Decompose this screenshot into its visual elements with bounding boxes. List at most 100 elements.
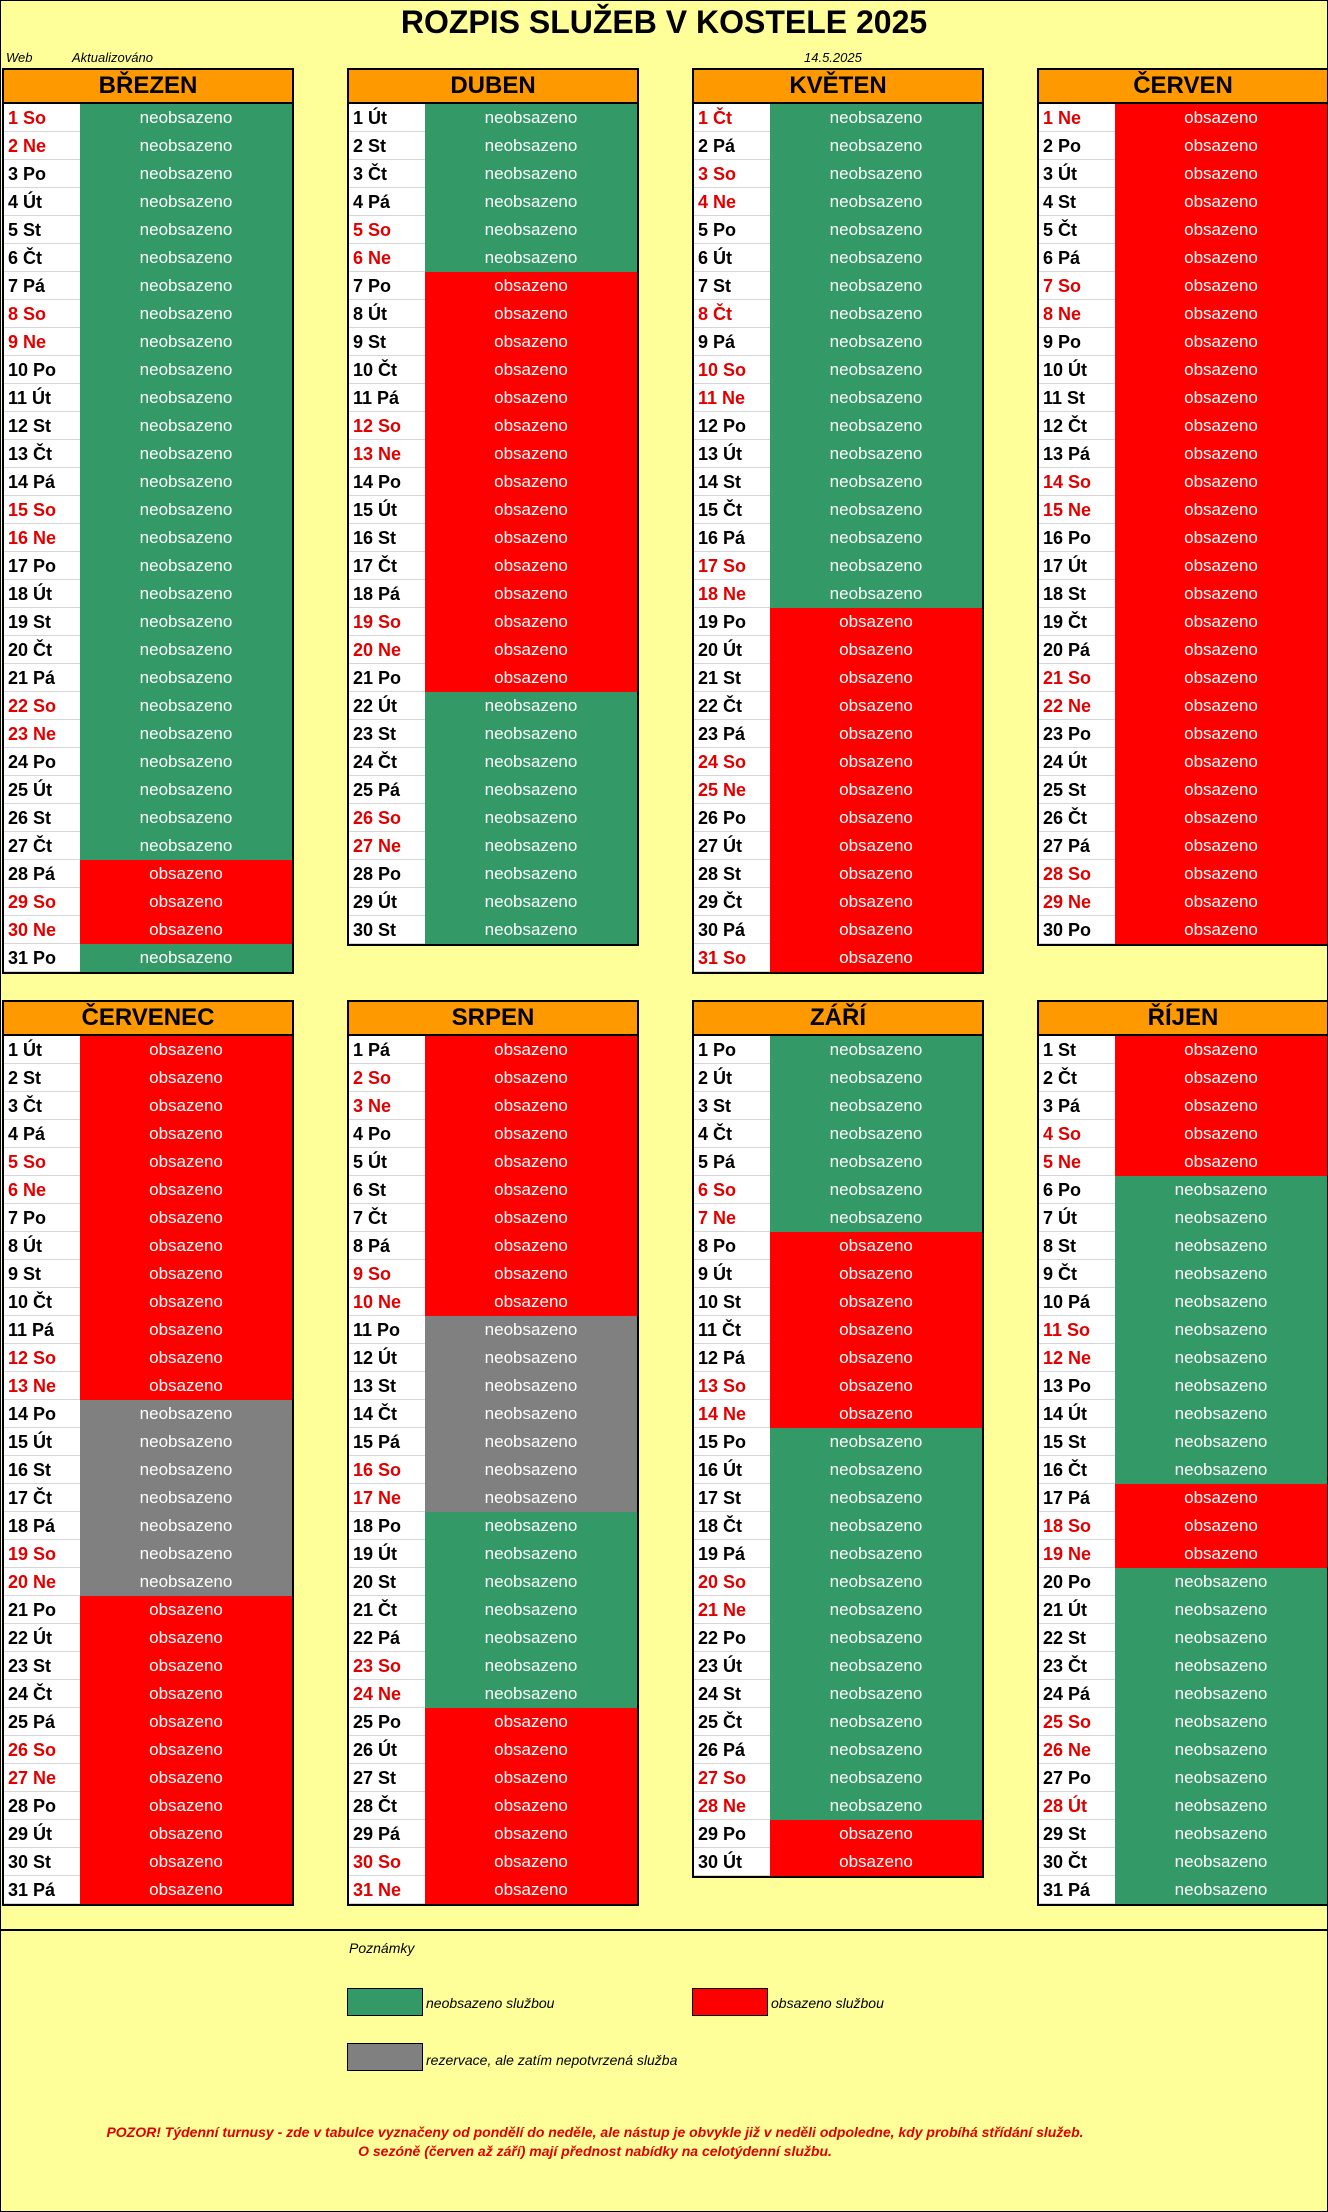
day-label: 17 St bbox=[694, 1484, 770, 1512]
day-label: 30 Pá bbox=[694, 916, 770, 944]
day-row: 24 Čt obsazeno bbox=[4, 1680, 292, 1708]
day-row: 20 Po neobsazeno bbox=[1039, 1568, 1327, 1596]
day-row: 27 Čt neobsazeno bbox=[4, 832, 292, 860]
day-row: 8 Pá obsazeno bbox=[349, 1232, 637, 1260]
status-cell: obsazeno bbox=[80, 1288, 292, 1316]
day-label: 4 Ne bbox=[694, 188, 770, 216]
day-label: 16 Ne bbox=[4, 524, 80, 552]
day-row: 6 Čt neobsazeno bbox=[4, 244, 292, 272]
day-label: 1 Út bbox=[4, 1036, 80, 1064]
day-label: 3 Po bbox=[4, 160, 80, 188]
day-label: 3 So bbox=[694, 160, 770, 188]
month-table: ZÁŘÍ 1 Po neobsazeno 2 Út neobsazeno 3 St neob… bbox=[692, 1000, 984, 1878]
day-label: 9 Pá bbox=[694, 328, 770, 356]
day-row: 10 So neobsazeno bbox=[694, 356, 982, 384]
day-row: 19 Pá neobsazeno bbox=[694, 1540, 982, 1568]
day-label: 17 Ne bbox=[349, 1484, 425, 1512]
day-row: 1 Ne obsazeno bbox=[1039, 104, 1327, 132]
status-cell: obsazeno bbox=[770, 832, 982, 860]
day-row: 30 St neobsazeno bbox=[349, 916, 637, 944]
day-row: 22 St neobsazeno bbox=[1039, 1624, 1327, 1652]
day-row: 13 So obsazeno bbox=[694, 1372, 982, 1400]
status-cell: neobsazeno bbox=[80, 636, 292, 664]
status-cell: obsazeno bbox=[1115, 860, 1327, 888]
status-cell: obsazeno bbox=[80, 1708, 292, 1736]
day-row: 22 Ne obsazeno bbox=[1039, 692, 1327, 720]
day-row: 20 Pá obsazeno bbox=[1039, 636, 1327, 664]
status-cell: neobsazeno bbox=[1115, 1204, 1327, 1232]
day-row: 12 Čt obsazeno bbox=[1039, 412, 1327, 440]
day-row: 17 Pá obsazeno bbox=[1039, 1484, 1327, 1512]
day-label: 27 Út bbox=[694, 832, 770, 860]
status-cell: obsazeno bbox=[1115, 328, 1327, 356]
day-row: 21 Ne neobsazeno bbox=[694, 1596, 982, 1624]
status-cell: obsazeno bbox=[1115, 1540, 1327, 1568]
status-cell: obsazeno bbox=[770, 748, 982, 776]
status-cell: obsazeno bbox=[770, 1344, 982, 1372]
day-row: 2 Po obsazeno bbox=[1039, 132, 1327, 160]
status-cell: neobsazeno bbox=[80, 832, 292, 860]
day-row: 9 Pá neobsazeno bbox=[694, 328, 982, 356]
day-row: 29 Út neobsazeno bbox=[349, 888, 637, 916]
day-row: 3 St neobsazeno bbox=[694, 1092, 982, 1120]
day-row: 12 Út neobsazeno bbox=[349, 1344, 637, 1372]
day-label: 6 So bbox=[694, 1176, 770, 1204]
day-row: 20 So neobsazeno bbox=[694, 1568, 982, 1596]
day-row: 16 Ne neobsazeno bbox=[4, 524, 292, 552]
day-row: 11 Ne neobsazeno bbox=[694, 384, 982, 412]
status-cell: neobsazeno bbox=[770, 440, 982, 468]
day-row: 5 St neobsazeno bbox=[4, 216, 292, 244]
day-label: 29 Út bbox=[349, 888, 425, 916]
status-cell: obsazeno bbox=[80, 1092, 292, 1120]
day-label: 7 Pá bbox=[4, 272, 80, 300]
status-cell: neobsazeno bbox=[80, 1456, 292, 1484]
month-header: ČERVEN bbox=[1039, 70, 1327, 104]
day-label: 8 Pá bbox=[349, 1232, 425, 1260]
day-row: 18 Pá neobsazeno bbox=[4, 1512, 292, 1540]
status-cell: neobsazeno bbox=[80, 356, 292, 384]
status-cell: obsazeno bbox=[770, 888, 982, 916]
day-label: 23 So bbox=[349, 1652, 425, 1680]
day-row: 4 Pá neobsazeno bbox=[349, 188, 637, 216]
day-row: 6 Ne obsazeno bbox=[4, 1176, 292, 1204]
status-cell: neobsazeno bbox=[80, 804, 292, 832]
day-label: 8 So bbox=[4, 300, 80, 328]
day-row: 16 Po obsazeno bbox=[1039, 524, 1327, 552]
day-label: 23 St bbox=[349, 720, 425, 748]
day-label: 28 So bbox=[1039, 860, 1115, 888]
day-row: 14 Po neobsazeno bbox=[4, 1400, 292, 1428]
day-row: 14 St neobsazeno bbox=[694, 468, 982, 496]
day-row: 16 St neobsazeno bbox=[4, 1456, 292, 1484]
day-label: 7 Po bbox=[349, 272, 425, 300]
day-row: 6 St obsazeno bbox=[349, 1176, 637, 1204]
day-row: 27 Ne neobsazeno bbox=[349, 832, 637, 860]
day-label: 11 Po bbox=[349, 1316, 425, 1344]
day-row: 7 Út neobsazeno bbox=[1039, 1204, 1327, 1232]
day-label: 5 Út bbox=[349, 1148, 425, 1176]
status-cell: obsazeno bbox=[80, 1260, 292, 1288]
status-cell: obsazeno bbox=[770, 1372, 982, 1400]
status-cell: neobsazeno bbox=[425, 748, 637, 776]
status-cell: obsazeno bbox=[1115, 216, 1327, 244]
day-row: 16 Čt neobsazeno bbox=[1039, 1456, 1327, 1484]
day-row: 19 Út neobsazeno bbox=[349, 1540, 637, 1568]
status-cell: obsazeno bbox=[1115, 160, 1327, 188]
status-cell: obsazeno bbox=[425, 1792, 637, 1820]
status-cell: obsazeno bbox=[1115, 776, 1327, 804]
day-label: 27 Čt bbox=[4, 832, 80, 860]
day-label: 17 Pá bbox=[1039, 1484, 1115, 1512]
day-row: 10 Pá neobsazeno bbox=[1039, 1288, 1327, 1316]
day-label: 18 Út bbox=[4, 580, 80, 608]
day-row: 23 Pá obsazeno bbox=[694, 720, 982, 748]
day-label: 21 Čt bbox=[349, 1596, 425, 1624]
status-cell: obsazeno bbox=[80, 1736, 292, 1764]
status-cell: obsazeno bbox=[80, 1120, 292, 1148]
day-label: 16 Pá bbox=[694, 524, 770, 552]
status-cell: obsazeno bbox=[1115, 832, 1327, 860]
status-cell: neobsazeno bbox=[425, 1400, 637, 1428]
day-label: 22 So bbox=[4, 692, 80, 720]
day-row: 29 Po obsazeno bbox=[694, 1820, 982, 1848]
day-label: 15 Út bbox=[349, 496, 425, 524]
day-label: 14 Út bbox=[1039, 1400, 1115, 1428]
day-label: 11 Pá bbox=[4, 1316, 80, 1344]
